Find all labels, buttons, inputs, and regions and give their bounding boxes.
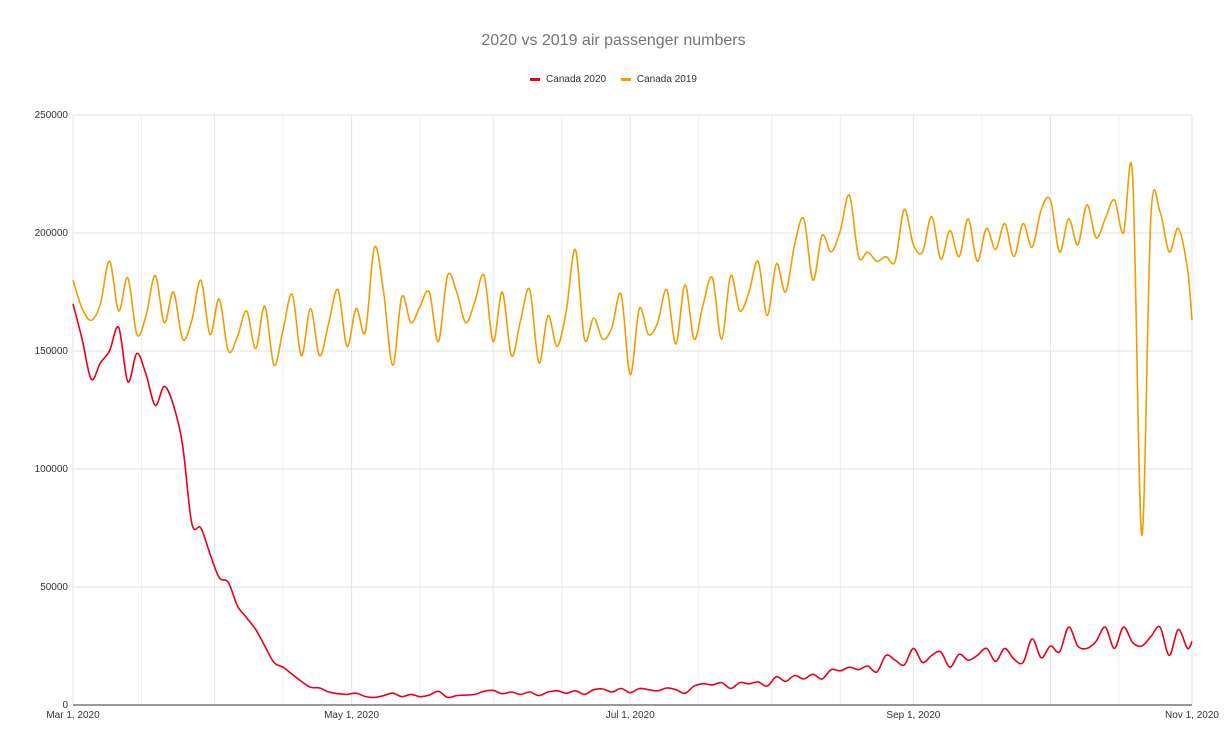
x-tick-label-4: Nov 1, 2020	[1165, 710, 1219, 721]
legend-label-series-1: Canada 2019	[636, 74, 697, 85]
y-tick-label-2: 100000	[35, 464, 69, 475]
legend-item-series-1[interactable]: Canada 2019	[620, 74, 697, 85]
x-tick-label-2: Jul 1, 2020	[606, 710, 655, 721]
legend-swatch-series-1	[620, 78, 631, 81]
y-tick-label-5: 250000	[35, 110, 69, 121]
legend: Canada 2020 Canada 2019	[0, 73, 1225, 85]
y-tick-label-0: 0	[62, 700, 68, 711]
series-line-1	[72, 162, 1193, 536]
y-tick-label-3: 150000	[35, 346, 69, 357]
series-line-0	[72, 303, 1193, 699]
chart-title: 2020 vs 2019 air passenger numbers	[481, 32, 746, 49]
x-tick-label-3: Sep 1, 2020	[886, 710, 940, 721]
legend-swatch-series-0	[530, 78, 541, 81]
y-tick-label-4: 200000	[35, 228, 69, 239]
legend-label-series-0: Canada 2020	[546, 74, 607, 85]
legend-item-series-0[interactable]: Canada 2020	[530, 74, 606, 85]
x-tick-label-0: Mar 1, 2020	[46, 710, 100, 721]
y-tick-label-1: 50000	[40, 582, 68, 593]
x-tick-label-1: May 1, 2020	[324, 710, 379, 721]
